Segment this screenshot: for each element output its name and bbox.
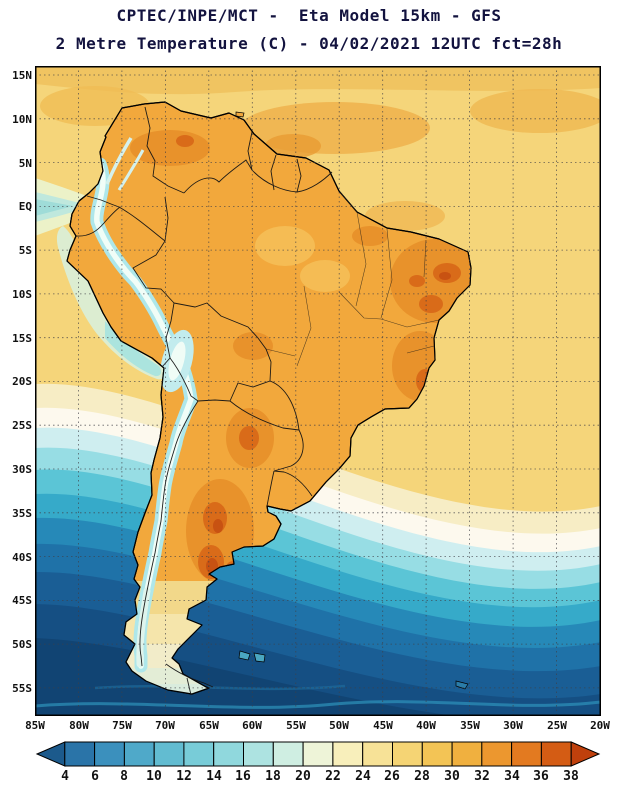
colorbar-cell-22-24 [332, 741, 364, 767]
colorbar-cell-36-38 [540, 741, 572, 767]
colorbar-cell-28-30 [421, 741, 453, 767]
colorbar-tick-34: 34 [504, 769, 520, 784]
falkland-west-island [238, 650, 251, 661]
lon-label-45w: 45W [373, 719, 393, 732]
colorbar-cell-24-26 [362, 741, 394, 767]
lat-label-5n: 5N [18, 157, 32, 170]
lat-label-35s: 35S [12, 507, 32, 520]
lat-label-10n: 10N [12, 113, 32, 126]
south-georgia-island [455, 680, 469, 690]
colorbar-tick-6: 6 [91, 769, 99, 784]
colorbar-cell-20-22 [302, 741, 334, 767]
colorbar-cell-above-38 [570, 741, 601, 767]
lat-label-25s: 25S [12, 419, 32, 432]
colorbar-tick-8: 8 [120, 769, 128, 784]
colorbar-tick-20: 20 [295, 769, 311, 784]
lat-label-5s: 5S [18, 244, 32, 257]
colorbar-tick-18: 18 [265, 769, 281, 784]
lat-label-55s: 55S [12, 682, 32, 695]
colorbar-cell-34-36 [511, 741, 542, 767]
colorbar-cell-26-28 [392, 741, 423, 767]
colorbar-tick-38: 38 [563, 769, 579, 784]
colorbar-tick-4: 4 [61, 769, 69, 784]
colorbar-cell-8-10 [123, 741, 155, 767]
falkland-east-island [253, 652, 266, 663]
colorbar-tick-24: 24 [355, 769, 371, 784]
lon-label-80w: 80W [69, 719, 89, 732]
colorbar-tick-26: 26 [384, 769, 400, 784]
colorbar-tick-22: 22 [325, 769, 341, 784]
lon-label-60w: 60W [242, 719, 262, 732]
colorbar-tick-16: 16 [235, 769, 251, 784]
colorbar-tick-36: 36 [533, 769, 549, 784]
lat-label-40s: 40S [12, 551, 32, 564]
lat-label-30s: 30S [12, 463, 32, 476]
gridlines-layer [35, 66, 601, 716]
colorbar-tick-14: 14 [206, 769, 222, 784]
colorbar-tick-10: 10 [146, 769, 162, 784]
lat-label-45s: 45S [12, 594, 32, 607]
colorbar-cell-14-16 [213, 741, 244, 767]
lat-label-eq: EQ [18, 200, 32, 213]
lon-label-65w: 65W [199, 719, 219, 732]
temperature-map [35, 66, 601, 716]
colorbar-cell-32-34 [481, 741, 513, 767]
lon-label-50w: 50W [329, 719, 349, 732]
lon-label-75w: 75W [112, 719, 132, 732]
lon-label-35w: 35W [460, 719, 480, 732]
lon-label-40w: 40W [416, 719, 436, 732]
lat-label-15n: 15N [12, 69, 32, 82]
colorbar-cell-4-6 [64, 741, 96, 767]
colorbar-cell-18-20 [272, 741, 304, 767]
colorbar-tick-30: 30 [444, 769, 460, 784]
map-frame [35, 66, 601, 716]
lat-label-50s: 50S [12, 638, 32, 651]
lat-label-10s: 10S [12, 288, 32, 301]
colorbar-cell-10-12 [153, 741, 185, 767]
colorbar-cell-below-4 [35, 741, 66, 767]
colorbar-cell-6-8 [94, 741, 125, 767]
trinidad-island [235, 111, 245, 118]
lon-label-55w: 55W [286, 719, 306, 732]
colorbar-cell-30-32 [451, 741, 483, 767]
lat-label-15s: 15S [12, 332, 32, 345]
islands-layer [235, 111, 469, 690]
lon-label-85w: 85W [25, 719, 45, 732]
lon-label-20w: 20W [590, 719, 610, 732]
lon-label-30w: 30W [503, 719, 523, 732]
lat-label-20s: 20S [12, 375, 32, 388]
title-line-2: 2 Metre Temperature (C) - 04/02/2021 12U… [55, 34, 563, 53]
colorbar-tick-32: 32 [474, 769, 490, 784]
colorbar-tick-12: 12 [176, 769, 192, 784]
state-borders [265, 211, 440, 367]
title-line-1: CPTEC/INPE/MCT - Eta Model 15km - GFS [116, 6, 502, 25]
colorbar-cell-16-18 [243, 741, 274, 767]
lon-label-70w: 70W [155, 719, 175, 732]
lon-label-25w: 25W [547, 719, 567, 732]
colorbar-cell-12-14 [183, 741, 215, 767]
colorbar-tick-28: 28 [414, 769, 430, 784]
temperature-colorbar [35, 741, 601, 767]
